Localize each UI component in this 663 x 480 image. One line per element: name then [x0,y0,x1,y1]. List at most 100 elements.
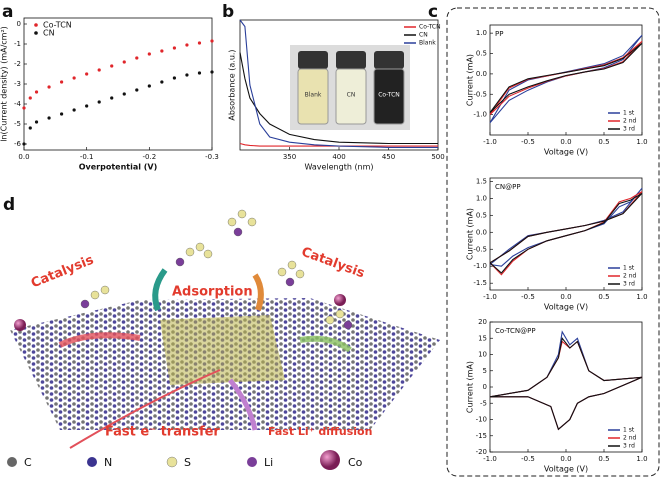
point [110,96,114,100]
x-tick-label: -0.5 [521,293,535,301]
point [147,52,151,56]
y-tick-label: 10 [478,351,487,359]
arrow [69,369,221,449]
x-tick-label: -0.5 [521,455,535,463]
plot-title: CN@PP [495,183,521,191]
catalysis-label: Catalysis [299,245,367,282]
point [34,90,39,94]
y-tick-label: 0.0 [476,228,487,236]
point [60,112,64,116]
series-line [489,40,643,115]
catalysis-label: Catalysis [29,253,96,292]
point [210,70,214,74]
point [147,84,151,88]
y-tick-label: 0.5 [476,50,487,58]
x-tick-label: 450 [382,153,395,161]
legend-text: 2 nd [623,273,637,280]
plot-title: Co-TCN@PP [495,327,536,335]
arrow [299,335,352,353]
legend-text: 3 rd [623,443,635,450]
panel-c-frame [446,7,660,477]
series-line [489,330,643,431]
inset-label: Blank [305,92,322,99]
point [97,68,101,72]
x-tick-label: 0.0 [18,153,29,161]
y-tick-label: -0.5 [473,245,487,253]
panel-letter: c [428,2,438,22]
x-axis-label: Voltage (V) [544,148,588,157]
x-tick-label: -0.1 [80,153,94,161]
point [22,142,26,146]
legend-text: N [104,456,112,469]
x-tick-label: 0.0 [560,455,571,463]
series-line [239,19,438,148]
series-line [489,34,643,124]
plot-frame [23,17,213,151]
point [160,49,164,53]
co-cluster [160,315,285,385]
x-tick-label: 400 [332,153,345,161]
x-tick-label: 0.5 [598,293,609,301]
y-tick-label: -10 [476,416,487,424]
x-tick-label: 0.5 [598,138,609,146]
legend-marker [34,31,38,35]
series-line [489,340,643,431]
legend-text: Co [348,456,363,469]
electron-label: Fast e⁻ transfer [105,425,220,440]
point [47,85,51,89]
point [72,108,76,112]
y-tick-label: -1 [14,40,21,48]
plot-title: PP [495,30,503,38]
plot-frame [489,24,643,136]
y-tick-label: 0.5 [476,211,487,219]
y-tick-label: -2 [14,60,21,68]
point [22,106,26,110]
x-axis-label: Voltage (V) [544,303,588,312]
panel-letter: b [222,2,234,22]
y-tick-label: 5 [483,367,487,375]
point [60,80,64,84]
point [172,76,176,80]
series-line [239,52,438,145]
point [28,96,32,100]
legend-text: 2 nd [623,118,637,125]
x-tick-label: 1.0 [636,455,647,463]
y-tick-label: 0 [17,20,21,28]
series-line [239,142,438,147]
x-tick-label: 0.5 [598,455,609,463]
y-axis-label: Current (mA) [466,54,475,106]
vial [297,68,329,125]
x-tick-label: -1.0 [483,293,497,301]
x-tick-label: -0.5 [521,138,535,146]
point [135,56,139,60]
adsorption-label: Adsorption [172,285,253,300]
y-tick-label: 15 [478,334,487,342]
point [172,46,176,50]
legend-text: Co-TCN [43,21,72,30]
point [160,80,164,84]
inset-label: CN [347,92,356,99]
y-axis-label: Absorbance (a.u.) [228,49,237,120]
y-tick-label: 1.5 [476,177,487,185]
y-tick-label: 0.0 [476,70,487,78]
y-tick-label: -15 [476,432,487,440]
point [210,39,214,43]
x-tick-label: 0.0 [560,138,571,146]
point [47,116,51,120]
legend-text: 1 st [623,427,635,434]
point [135,88,139,92]
y-axis-label: Current (mA) [466,208,475,260]
arrow [58,332,141,348]
legend-text: Li [264,456,273,469]
legend-text: Co-TCN [419,24,441,31]
y-axis-label: Current (mA) [466,361,475,413]
legend-text: 3 rd [623,126,635,133]
legend-text: CN [43,29,55,38]
y-tick-label: -20 [476,448,487,456]
y-tick-label: -3 [14,80,21,88]
legend-text: CN [419,32,428,39]
y-tick-label: -0.5 [473,90,487,98]
x-tick-label: -1.0 [483,138,497,146]
y-tick-label: 20 [478,318,487,326]
x-tick-label: 1.0 [636,293,647,301]
